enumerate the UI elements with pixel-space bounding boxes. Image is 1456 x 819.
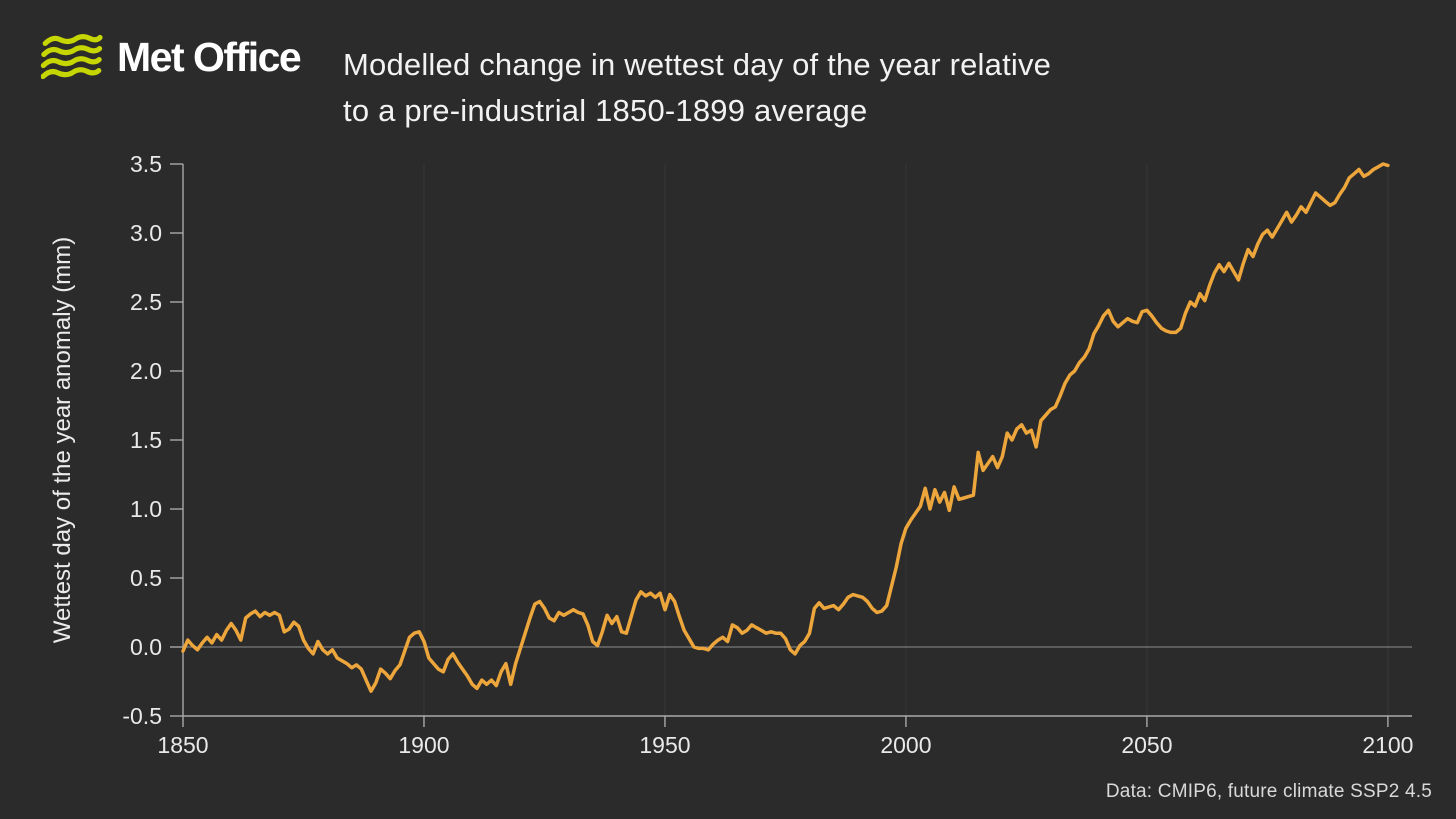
met-office-waves-icon: [40, 34, 103, 80]
y-tick-label: 2.5: [130, 289, 162, 315]
y-tick-label: 3.5: [130, 151, 162, 177]
anomaly-line: [181, 162, 1390, 693]
brand-name: Met Office: [117, 33, 302, 80]
y-tick-label: -0.5: [122, 703, 162, 729]
x-tick-label: 1850: [157, 732, 208, 758]
y-tick-label: 0.5: [130, 565, 162, 591]
y-tick-label: 1.5: [130, 427, 162, 453]
chart-title-line1: Modelled change in wettest day of the ye…: [343, 47, 1052, 82]
met-office-logo: Met Office: [40, 33, 302, 81]
x-tick-label: 1950: [639, 732, 690, 758]
y-tick-label: 2.0: [130, 358, 162, 384]
chart-title: Modelled change in wettest day of the ye…: [343, 42, 1051, 134]
chart-title-line2: to a pre-industrial 1850-1899 average: [343, 93, 868, 128]
y-tick-label: 0.0: [130, 634, 162, 660]
x-tick-label: 1900: [398, 732, 449, 758]
y-tick-label: 1.0: [130, 496, 162, 522]
y-tick-label: 3.0: [130, 220, 162, 246]
x-tick-label: 2100: [1362, 732, 1413, 758]
x-tick-label: 2000: [880, 732, 931, 758]
data-source-caption: Data: CMIP6, future climate SSP2 4.5: [1105, 781, 1432, 802]
x-tick-label: 2050: [1121, 732, 1172, 758]
y-axis-label: Wettest day of the year anomaly (mm): [49, 236, 76, 644]
